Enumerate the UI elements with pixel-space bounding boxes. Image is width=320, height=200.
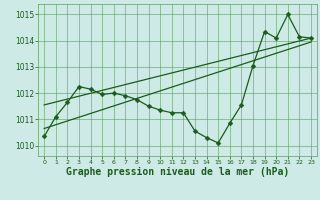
X-axis label: Graphe pression niveau de la mer (hPa): Graphe pression niveau de la mer (hPa) bbox=[66, 167, 289, 177]
